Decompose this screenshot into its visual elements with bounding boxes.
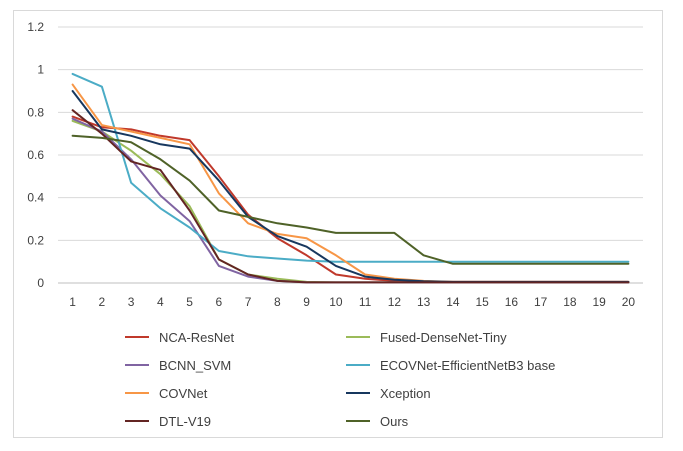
x-tick-label: 8 <box>274 295 281 309</box>
x-tick-label: 19 <box>592 295 606 309</box>
series-line-nca-resnet <box>71 115 630 283</box>
x-tick-label: 15 <box>475 295 489 309</box>
x-tick-label: 16 <box>505 295 519 309</box>
series-lines <box>71 72 630 284</box>
x-tick-label: 6 <box>216 295 223 309</box>
y-tick-label: 0.8 <box>27 105 44 119</box>
x-tick-label: 2 <box>99 295 106 309</box>
x-tick-label: 3 <box>128 295 135 309</box>
x-tick-label: 10 <box>329 295 343 309</box>
y-tick-label: 1.2 <box>27 20 44 34</box>
gridlines <box>58 26 643 241</box>
x-tick-label: 9 <box>303 295 310 309</box>
x-tick-label: 11 <box>359 295 372 309</box>
x-tick-label: 12 <box>388 295 402 309</box>
series-line-covnet <box>71 83 630 283</box>
x-tick-label: 17 <box>534 295 548 309</box>
x-axis-ticks: 1 2 3 4 5 6 7 8 9 10 11 12 13 14 15 16 17 18 19 20 <box>69 295 635 309</box>
x-tick-label: 18 <box>563 295 577 309</box>
series-line-fused-densenet-tiny <box>71 119 630 284</box>
x-tick-label: 13 <box>417 295 431 309</box>
series-line-ecovnet-efficientnetb3-base <box>71 72 630 263</box>
x-tick-label: 14 <box>446 295 460 309</box>
y-axis-ticks: 0 0.2 0.4 0.6 0.8 1 1.2 <box>27 20 44 290</box>
series-line-dtl-v19 <box>71 109 630 284</box>
x-tick-label: 4 <box>157 295 164 309</box>
y-tick-label: 0 <box>37 276 44 290</box>
series-line-xception <box>71 90 630 283</box>
y-tick-label: 0.6 <box>27 148 44 162</box>
y-tick-label: 1 <box>37 63 44 77</box>
y-tick-label: 0.2 <box>27 233 44 247</box>
x-tick-label: 20 <box>622 295 636 309</box>
series-line-ours <box>71 134 630 265</box>
x-tick-label: 7 <box>245 295 252 309</box>
x-tick-label: 1 <box>69 295 76 309</box>
chart-frame <box>13 10 663 438</box>
x-tick-label: 5 <box>186 295 193 309</box>
y-tick-label: 0.4 <box>27 191 44 205</box>
